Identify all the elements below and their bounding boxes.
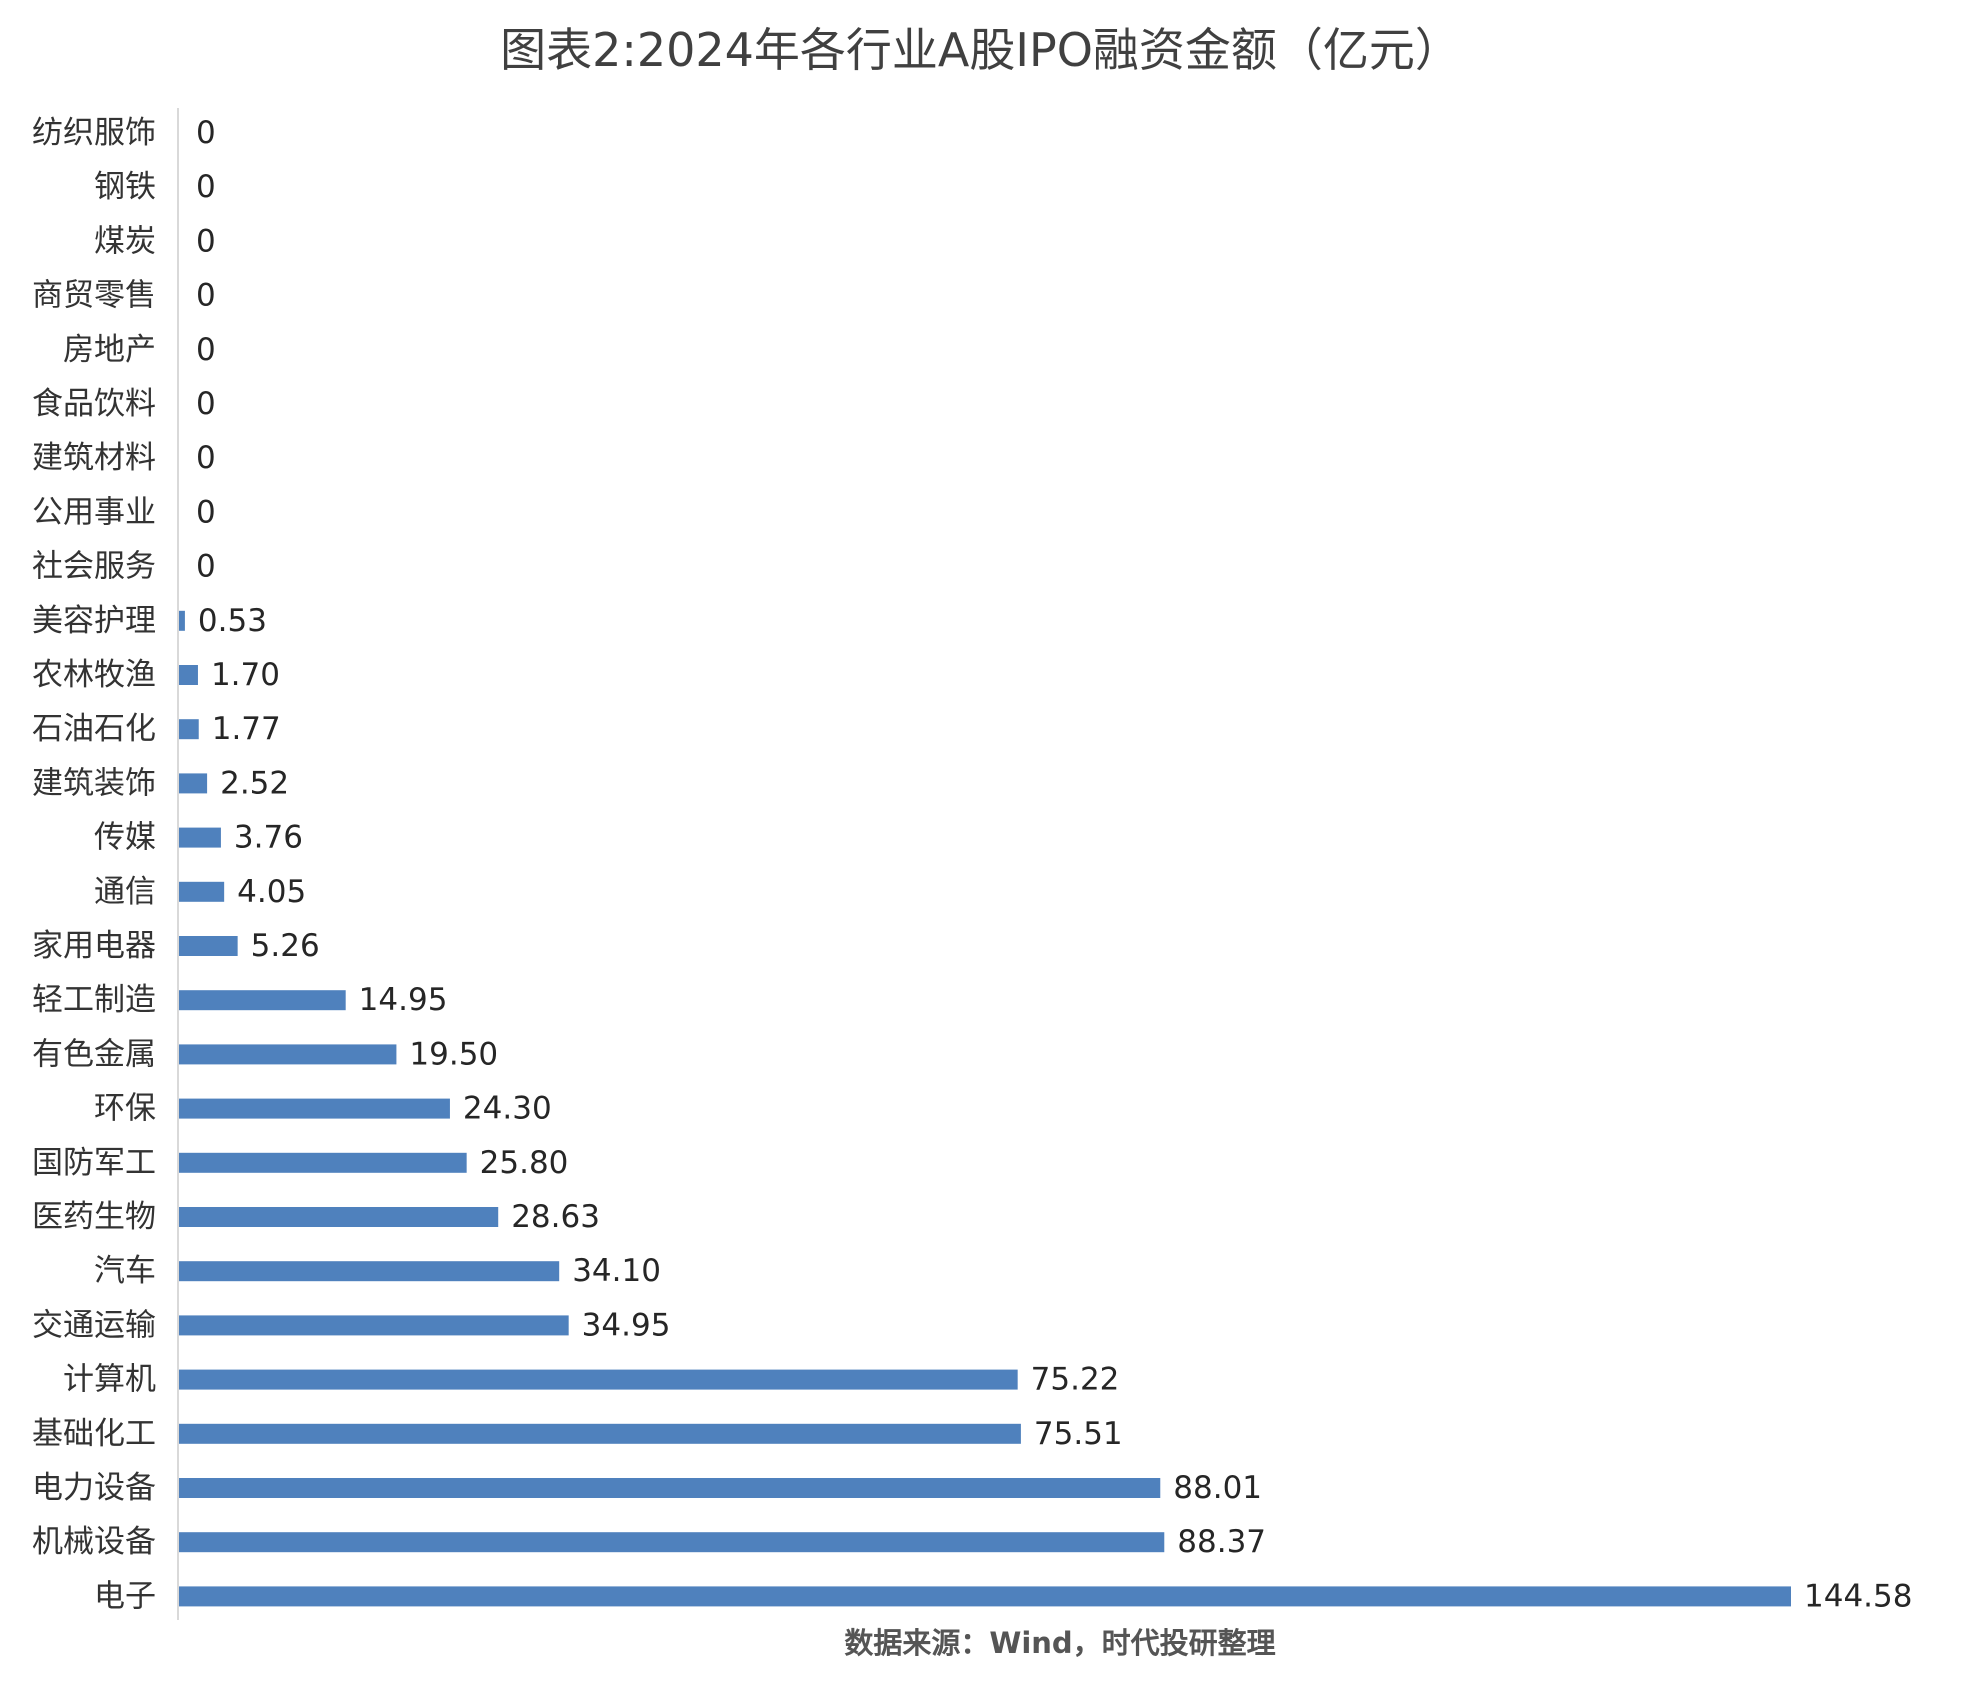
- category-label: 纺织服饰: [32, 115, 156, 151]
- bar: [179, 827, 221, 848]
- category-label: 轻工制造: [32, 982, 156, 1018]
- value-label: 0: [196, 223, 216, 259]
- bar: [179, 1152, 467, 1173]
- category-label: 汽车: [94, 1253, 156, 1289]
- value-label: 2.52: [220, 765, 289, 801]
- bar: [179, 1586, 1791, 1607]
- bar: [179, 1207, 499, 1227]
- value-label: 3.76: [234, 820, 303, 856]
- bar: [179, 1044, 397, 1065]
- value-label: 0: [196, 278, 216, 314]
- value-label: 24.30: [463, 1091, 552, 1127]
- bar: [179, 1261, 560, 1282]
- bar: [179, 773, 208, 794]
- bar: [179, 1369, 1018, 1390]
- category-label: 环保: [94, 1091, 156, 1127]
- category-label: 医药生物: [32, 1199, 156, 1235]
- bar: [179, 665, 198, 685]
- value-label: 0: [196, 332, 216, 368]
- value-label: 0: [196, 386, 216, 422]
- category-label: 公用事业: [32, 494, 156, 530]
- category-label: 交通运输: [32, 1307, 156, 1343]
- category-label: 社会服务: [32, 549, 156, 585]
- bar: [179, 610, 185, 631]
- value-label: 5.26: [251, 928, 320, 964]
- value-label: 34.10: [572, 1253, 661, 1289]
- value-label: 34.95: [582, 1307, 671, 1343]
- value-label: 75.51: [1034, 1416, 1123, 1452]
- value-label: 1.70: [211, 657, 280, 693]
- category-label: 房地产: [63, 332, 156, 368]
- category-label: 石油石化: [32, 711, 156, 747]
- category-label: 钢铁: [94, 169, 156, 205]
- value-label: 25.80: [480, 1145, 569, 1181]
- chart-title: 图表2:2024年各行业A股IPO融资金额（亿元）: [500, 23, 1461, 77]
- value-label: 28.63: [511, 1199, 600, 1235]
- value-label: 0: [196, 549, 216, 585]
- category-label: 有色金属: [32, 1036, 156, 1072]
- category-label: 电子: [94, 1578, 156, 1614]
- value-label: 1.77: [212, 711, 281, 747]
- bars-layer: 纺织服饰 0 钢铁 0 煤炭 0 商贸零售 0 房地产 0 食品饮料 0 建筑材料 0 公用事业 0 社会服务 0…: [32, 115, 1912, 1614]
- value-label: 0: [196, 115, 216, 151]
- bar: [179, 936, 238, 956]
- bar: [179, 1532, 1165, 1553]
- category-label: 食品饮料: [32, 386, 156, 422]
- category-label: 商贸零售: [32, 278, 156, 314]
- bar: [179, 1478, 1161, 1498]
- category-label: 国防军工: [32, 1145, 156, 1181]
- category-label: 通信: [94, 874, 156, 910]
- category-label: 计算机: [63, 1362, 156, 1398]
- value-label: 88.37: [1177, 1524, 1266, 1560]
- category-label: 建筑装饰: [32, 765, 156, 801]
- value-label: 0.53: [198, 603, 267, 639]
- category-label: 美容护理: [32, 603, 156, 639]
- value-label: 75.22: [1031, 1362, 1120, 1398]
- value-label: 88.01: [1173, 1470, 1262, 1506]
- bar: [179, 1098, 450, 1119]
- value-label: 19.50: [409, 1036, 498, 1072]
- bar: [179, 1423, 1021, 1444]
- category-label: 建筑材料: [32, 440, 156, 476]
- chart-source-note: 数据来源：Wind，时代投研整理: [844, 1626, 1276, 1660]
- category-label: 机械设备: [32, 1524, 156, 1560]
- category-label: 煤炭: [94, 223, 156, 259]
- category-label: 基础化工: [32, 1416, 156, 1452]
- value-label: 0: [196, 169, 216, 205]
- value-label: 144.58: [1804, 1578, 1912, 1614]
- category-label: 家用电器: [32, 928, 156, 964]
- value-label: 4.05: [237, 874, 306, 910]
- category-label: 农林牧渔: [32, 657, 156, 693]
- value-label: 0: [196, 494, 216, 530]
- value-label: 0: [196, 440, 216, 476]
- bar: [179, 881, 225, 902]
- category-label: 电力设备: [32, 1470, 156, 1506]
- value-label: 14.95: [359, 982, 448, 1018]
- bar: [179, 719, 199, 740]
- bar: [179, 990, 346, 1011]
- category-label: 传媒: [94, 820, 156, 856]
- bar: [179, 1315, 569, 1336]
